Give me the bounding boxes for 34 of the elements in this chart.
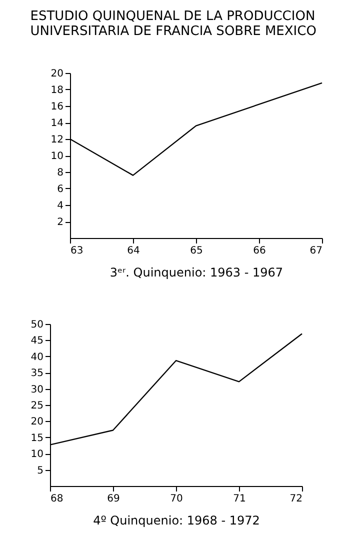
y-tick-label: 45 (30, 336, 44, 347)
y-tick-label: 16 (50, 102, 64, 112)
x-tick-label: 63 (70, 246, 84, 256)
y-tick-label: 35 (30, 368, 44, 380)
y-tick-label: 14 (50, 118, 64, 129)
y-tick-label: 5 (37, 465, 44, 476)
y-tick-label: 18 (50, 85, 64, 96)
x-tick-label: 66 (253, 246, 266, 256)
y-tick-label: 40 (30, 352, 44, 363)
y-tick-label: 20 (30, 416, 44, 428)
y-tick-label: 20 (50, 68, 64, 80)
y-tick-label: 4 (57, 200, 64, 212)
text: UNIVERSITARIA DE FRANCIA SOBRE MEXICO (30, 24, 316, 39)
y-tick-label: 10 (30, 449, 44, 460)
x-tick-label: 72 (290, 494, 302, 504)
y-tick-label: 30 (30, 384, 44, 396)
y-tick-label: 15 (30, 432, 44, 444)
x-tick-label: 68 (50, 494, 64, 504)
text: ESTUDIO QUINQUENAL DE LA PRODUCCION (30, 9, 316, 24)
x-tick-label: 70 (170, 494, 183, 504)
x-axis-title: 3ᵉʳ. Quinquenio: 1963 - 1967 (110, 266, 284, 280)
x-axis-title: 4º Quinquenio: 1968 - 1972 (93, 514, 260, 528)
x-tick-label: 65 (190, 246, 203, 256)
x-tick-label: 64 (127, 246, 140, 256)
y-tick-label: 50 (30, 320, 44, 330)
y-tick-label: 10 (50, 151, 64, 162)
y-tick-label: 25 (30, 400, 44, 412)
x-tick-label: 67 (310, 246, 322, 256)
x-tick-label: 69 (107, 494, 120, 504)
y-tick-label: 2 (57, 217, 64, 228)
y-tick-label: 12 (50, 134, 64, 146)
x-tick-label: 71 (233, 494, 246, 504)
y-tick-label: 8 (57, 168, 64, 178)
y-tick-label: 6 (57, 184, 64, 195)
